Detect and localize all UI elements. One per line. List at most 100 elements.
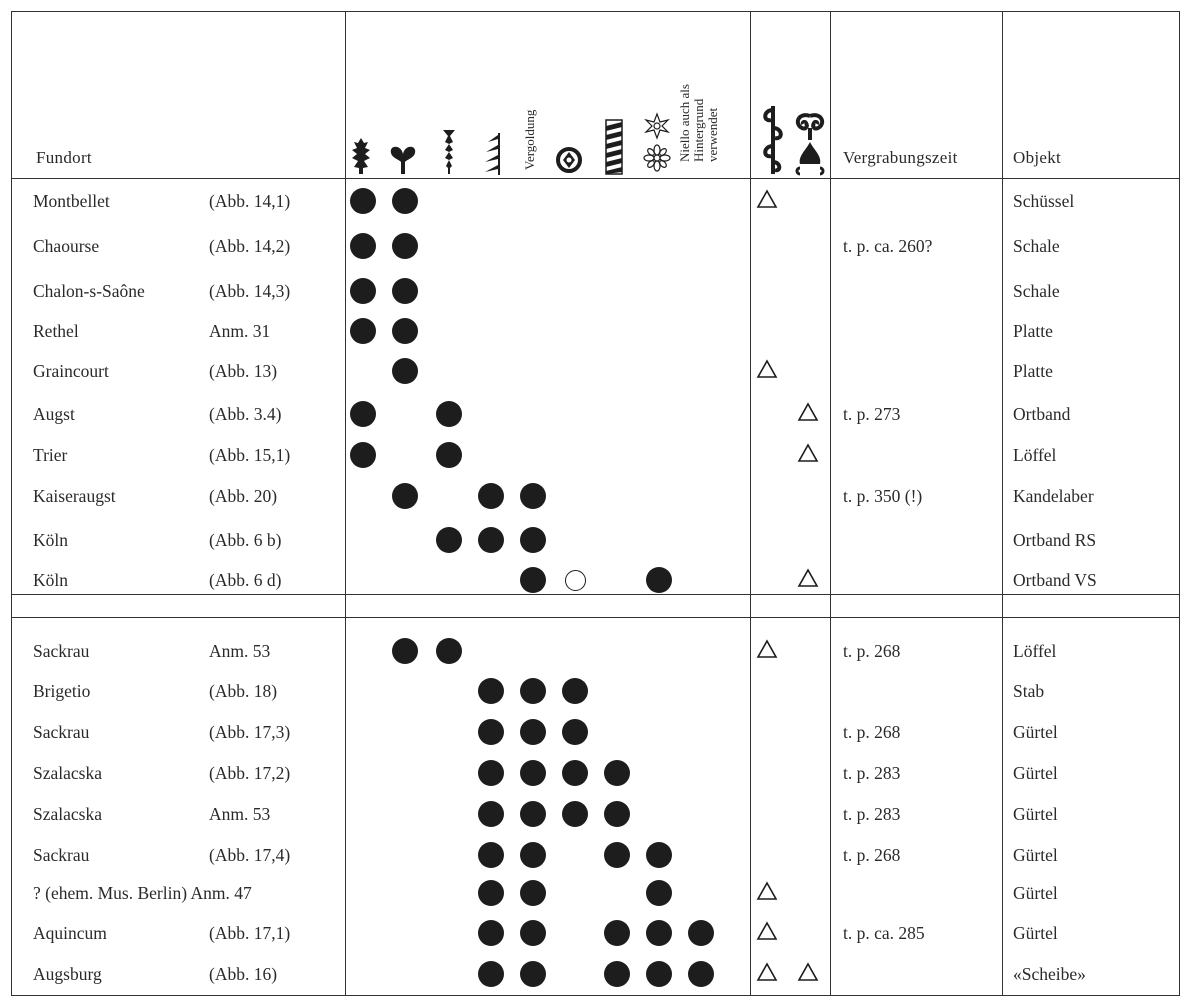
filled-dot-mark: [478, 760, 504, 786]
column-divider: [1002, 11, 1003, 996]
flower-rosette-icon: [643, 112, 671, 172]
filled-dot-mark: [646, 880, 672, 906]
filled-dot-mark: [520, 961, 546, 987]
filled-dot-mark: [688, 961, 714, 987]
leaf-ornament-icon: [352, 138, 370, 174]
filled-dot-mark: [562, 678, 588, 704]
vergrabungszeit-cell: t. p. 268: [843, 722, 901, 742]
fundort-cell: Szalacska: [33, 804, 102, 824]
open-circle-mark: [565, 570, 586, 591]
header-objekt: Objekt: [1013, 148, 1062, 167]
filled-dot-mark: [392, 188, 418, 214]
filled-dot-mark: [646, 920, 672, 946]
filled-dot-mark: [520, 719, 546, 745]
vergrabungszeit-cell: t. p. 268: [843, 641, 901, 661]
fundort-cell: Chaourse: [33, 236, 100, 256]
reference-cell: (Abb. 17,3): [209, 722, 291, 742]
objekt-cell: Löffel: [1013, 445, 1057, 465]
header-fundort: Fundort: [36, 148, 92, 167]
filled-dot-mark: [392, 638, 418, 664]
fundort-cell: Augst: [33, 404, 75, 424]
reference-cell: (Abb. 17,4): [209, 845, 291, 865]
reference-cell: Anm. 53: [209, 641, 271, 661]
filled-dot-mark: [688, 920, 714, 946]
filled-dot-mark: [478, 801, 504, 827]
fundort-cell: Trier: [33, 445, 68, 465]
filled-dot-mark: [478, 842, 504, 868]
filled-dot-mark: [646, 567, 672, 593]
filled-dot-mark: [392, 233, 418, 259]
reference-cell: (Abb. 17,2): [209, 763, 291, 783]
heart-ornament-icon: [390, 146, 416, 174]
filled-dot-mark: [350, 278, 376, 304]
fundort-cell: Chalon-s-Saône: [33, 281, 145, 301]
objekt-cell: Platte: [1013, 321, 1053, 341]
objekt-cell: Gürtel: [1013, 722, 1058, 742]
objekt-cell: Ortband RS: [1013, 530, 1097, 550]
filled-dot-mark: [392, 318, 418, 344]
triangle-mark: [797, 443, 819, 462]
vergrabungszeit-cell: t. p. 273: [843, 404, 901, 424]
group-divider: [11, 594, 1180, 595]
objekt-cell: Platte: [1013, 361, 1053, 381]
fundort-cell: Köln: [33, 530, 68, 550]
column-divider: [830, 11, 831, 996]
reference-cell: (Abb. 17,1): [209, 923, 291, 943]
reference-cell: Anm. 31: [209, 321, 271, 341]
filled-dot-mark: [478, 961, 504, 987]
objekt-cell: Schale: [1013, 236, 1060, 256]
filled-dot-mark: [478, 678, 504, 704]
reference-cell: (Abb. 20): [209, 486, 278, 506]
fundort-cell: Graincourt: [33, 361, 109, 381]
fundort-cell: ? (ehem. Mus. Berlin) Anm. 47: [33, 883, 252, 903]
reference-cell: Anm. 53: [209, 804, 271, 824]
reference-cell: (Abb. 18): [209, 681, 278, 701]
filled-dot-mark: [604, 842, 630, 868]
filled-dot-mark: [478, 527, 504, 553]
filled-dot-mark: [604, 760, 630, 786]
triangle-mark: [756, 639, 778, 658]
reference-cell: (Abb. 6 d): [209, 570, 282, 590]
zigzag-band-icon: [605, 119, 623, 175]
vergrabungszeit-cell: t. p. 283: [843, 763, 901, 783]
stem-ornament-icon: [443, 130, 455, 174]
fundort-cell: Brigetio: [33, 681, 91, 701]
filled-dot-mark: [350, 401, 376, 427]
fundort-cell: Augsburg: [33, 964, 102, 984]
vergrabungszeit-cell: t. p. ca. 285: [843, 923, 925, 943]
filled-dot-mark: [478, 719, 504, 745]
filled-dot-mark: [350, 233, 376, 259]
filled-dot-mark: [646, 961, 672, 987]
filled-dot-mark: [520, 760, 546, 786]
scroll-tendril-icon: [763, 106, 783, 174]
filled-dot-mark: [436, 638, 462, 664]
filled-dot-mark: [392, 358, 418, 384]
reference-cell: (Abb. 15,1): [209, 445, 291, 465]
vergrabungszeit-cell: t. p. 268: [843, 845, 901, 865]
objekt-cell: Schüssel: [1013, 191, 1075, 211]
header-niello-line1: Niello auch als: [677, 84, 692, 162]
reference-cell: (Abb. 16): [209, 964, 278, 984]
header-niello-line2: Hintergrund: [691, 98, 706, 162]
fundort-cell: Rethel: [33, 321, 79, 341]
filled-dot-mark: [478, 880, 504, 906]
filled-dot-mark: [478, 920, 504, 946]
filled-dot-mark: [604, 920, 630, 946]
table-frame: [11, 11, 1180, 996]
fundort-cell: Montbellet: [33, 191, 110, 211]
filled-dot-mark: [520, 527, 546, 553]
circle-cross-icon: [556, 147, 582, 173]
filled-dot-mark: [478, 483, 504, 509]
objekt-cell: «Scheibe»: [1013, 964, 1086, 984]
filled-dot-mark: [350, 442, 376, 468]
triangle-mark: [756, 962, 778, 981]
fundort-cell: Sackrau: [33, 845, 90, 865]
reference-cell: (Abb. 13): [209, 361, 278, 381]
fundort-cell: Aquincum: [33, 923, 107, 943]
filled-dot-mark: [604, 961, 630, 987]
objekt-cell: Gürtel: [1013, 763, 1058, 783]
objekt-cell: Stab: [1013, 681, 1045, 701]
column-divider: [345, 11, 346, 996]
fundort-cell: Sackrau: [33, 722, 90, 742]
triangle-mark: [797, 402, 819, 421]
